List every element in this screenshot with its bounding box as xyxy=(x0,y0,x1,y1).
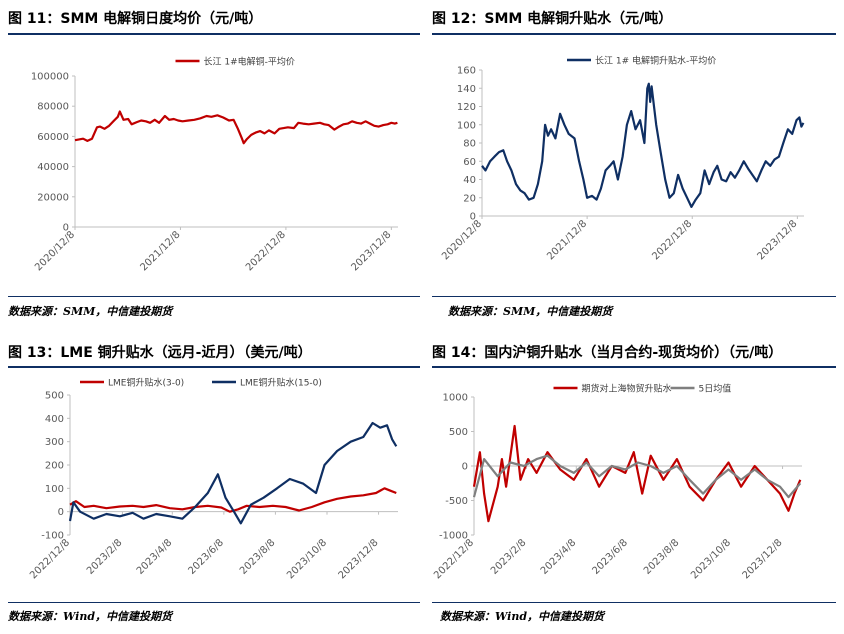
title-rule xyxy=(8,366,420,368)
x-tick-label: 2020/12/8 xyxy=(440,218,484,262)
x-tick-label: 2023/6/8 xyxy=(186,537,226,577)
y-tick-label: 100 xyxy=(45,484,64,495)
y-tick-label: 400 xyxy=(45,414,64,425)
y-tick-label: 40 xyxy=(463,175,476,186)
x-tick-label: 2023/6/8 xyxy=(590,537,630,577)
x-tick-label: 2022/12/8 xyxy=(28,537,72,581)
series-line-1 xyxy=(481,82,805,208)
x-tick-label: 2023/8/8 xyxy=(238,537,278,577)
y-tick-label: 0 xyxy=(58,507,64,518)
y-tick-label: 120 xyxy=(457,102,476,113)
x-tick-label: 2023/2/8 xyxy=(489,537,529,577)
chart-title-14: 图 14：国内沪铜升贴水（当月合约-现货均价）（元/吨） xyxy=(432,345,783,361)
x-tick-label: 2022/12/8 xyxy=(650,218,694,262)
x-tick-label: 2023/12/8 xyxy=(741,537,785,581)
legend-label: 期货对上海物贸升贴水 xyxy=(582,383,672,395)
source-note: 数据来源：SMM，中信建投期货 xyxy=(8,305,173,318)
x-tick-label: 2023/12/8 xyxy=(337,537,381,581)
title-rule xyxy=(432,366,836,368)
series-line-2 xyxy=(68,421,398,525)
y-tick-label: 20000 xyxy=(37,192,69,203)
title-rule xyxy=(8,33,420,35)
y-tick-label: 0 xyxy=(470,212,476,223)
y-tick-label: 80 xyxy=(463,139,476,150)
legend-label: 长江 1#电解铜-平均价 xyxy=(204,56,295,68)
y-tick-label: 160 xyxy=(457,66,476,77)
x-tick-label: 2021/12/8 xyxy=(139,229,183,273)
x-tick-label: 2023/10/8 xyxy=(689,537,733,581)
y-tick-label: 100000 xyxy=(31,72,69,83)
chart-shfe-basis: -1000 -500 0 500 1000 2022/12/8 2023/2/8 2023/4… xyxy=(432,383,802,581)
x-tick-label: 2023/12/8 xyxy=(755,218,799,262)
y-tick-label: 80000 xyxy=(37,102,69,113)
y-tick-label: 140 xyxy=(457,84,476,95)
legend-label: LME铜升贴水(3-0) xyxy=(108,377,184,389)
y-tick-label: 60000 xyxy=(37,132,69,143)
y-tick-label: 60 xyxy=(463,157,476,168)
source-rule xyxy=(8,602,420,603)
series-line-1 xyxy=(74,110,398,145)
x-tick-label: 2023/10/8 xyxy=(285,537,329,581)
x-tick-label: 2022/12/8 xyxy=(432,537,476,581)
y-tick-label: 0 xyxy=(63,223,69,234)
x-tick-label: 2023/2/8 xyxy=(85,537,125,577)
chart-smm-premium: 0 20 40 60 80 100 120 140 160 2020/12/8 2021/12/8 2… xyxy=(440,55,805,262)
x-tick-label: 2023/4/8 xyxy=(135,537,175,577)
source-note: 数据来源：SMM，中信建投期货 xyxy=(448,305,613,318)
chart-title-13: 图 13：LME 铜升贴水（远月-近月）（美元/吨） xyxy=(8,345,312,361)
y-tick-label: 500 xyxy=(45,391,64,402)
legend-label: 5日均值 xyxy=(699,383,732,395)
x-tick-label: 2023/4/8 xyxy=(539,537,579,577)
x-tick-label: 2023/8/8 xyxy=(642,537,682,577)
x-tick-label: 2020/12/8 xyxy=(33,229,77,273)
chart-title-11: 图 11：SMM 电解铜日度均价（元/吨） xyxy=(8,11,263,27)
y-tick-label: 100 xyxy=(457,120,476,131)
y-tick-label: -100 xyxy=(41,531,64,542)
chart-smm-price: 0 20000 40000 60000 80000 100000 2020/12/8 2021… xyxy=(31,56,398,273)
source-rule xyxy=(8,296,420,297)
series-line-1 xyxy=(472,424,802,523)
chart-title-12: 图 12：SMM 电解铜升贴水（元/吨） xyxy=(432,11,673,27)
source-rule xyxy=(432,296,836,297)
legend-label: LME铜升贴水(15-0) xyxy=(240,377,322,389)
x-tick-label: 2021/12/8 xyxy=(545,218,589,262)
y-tick-label: 20 xyxy=(463,193,476,204)
y-tick-label: 500 xyxy=(449,427,468,438)
y-tick-label: -500 xyxy=(445,496,468,507)
y-tick-label: 40000 xyxy=(37,162,69,173)
source-note: 数据来源：Wind，中信建投期货 xyxy=(440,610,605,623)
source-rule xyxy=(432,602,836,603)
y-tick-label: 200 xyxy=(45,461,64,472)
y-tick-label: 300 xyxy=(45,437,64,448)
x-tick-label: 2023/12/8 xyxy=(349,229,393,273)
legend-label: 长江 1# 电解铜升贴水-平均价 xyxy=(595,55,716,67)
y-tick-label: -1000 xyxy=(439,531,468,542)
y-tick-label: 1000 xyxy=(443,393,468,404)
series-line-2 xyxy=(472,454,802,499)
source-note: 数据来源：Wind，中信建投期货 xyxy=(8,610,173,623)
y-tick-label: 0 xyxy=(462,462,468,473)
title-rule xyxy=(432,33,836,35)
x-tick-label: 2022/12/8 xyxy=(244,229,288,273)
